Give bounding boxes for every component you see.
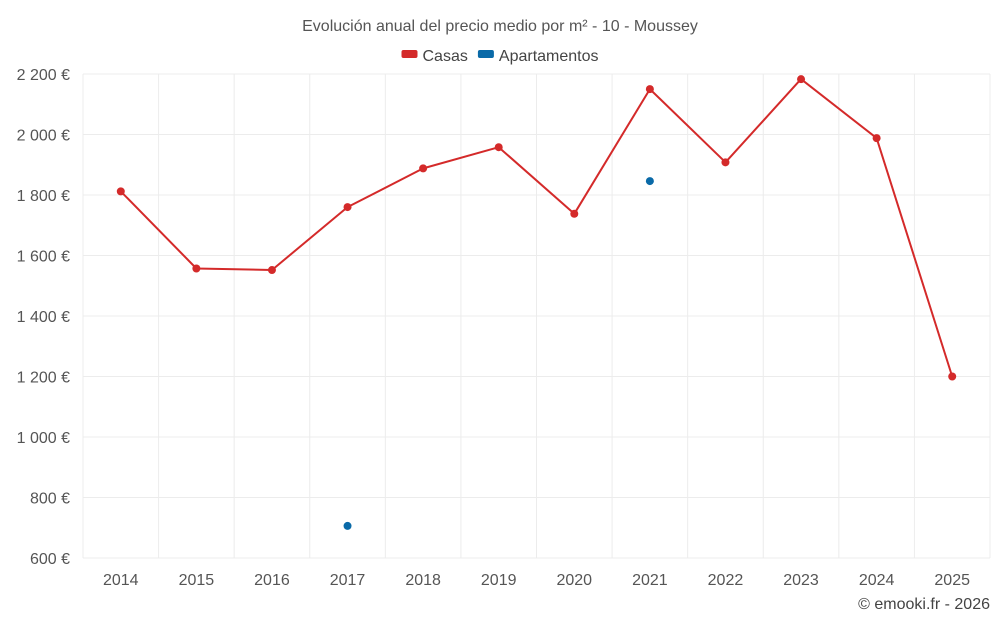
x-tick-label: 2017 [330, 572, 366, 589]
legend: Casas Apartamentos [401, 48, 599, 65]
chart-title: Evolución anual del precio medio por m² … [302, 18, 698, 35]
legend-label: Casas [423, 48, 468, 65]
x-tick-label: 2014 [103, 572, 139, 589]
data-point-casas [267, 266, 276, 275]
data-point-casas [116, 187, 125, 196]
y-tick-label: 1 800 € [17, 188, 70, 205]
series-layer [116, 75, 957, 530]
legend-item-casas: Casas [401, 48, 468, 65]
grid [82, 73, 991, 559]
data-point-casas [570, 209, 579, 218]
data-point-casas [419, 164, 428, 173]
x-tick-label: 2021 [632, 572, 668, 589]
legend-swatch [401, 50, 418, 58]
data-point-casas [343, 203, 352, 212]
legend-swatch [477, 50, 494, 58]
x-tick-label: 2020 [556, 572, 592, 589]
y-tick-label: 1 200 € [17, 370, 70, 387]
y-tick-label: 600 € [30, 551, 70, 568]
x-tick-label: 2022 [708, 572, 744, 589]
x-tick-label: 2015 [179, 572, 215, 589]
x-axis: 2014 2015 2016 2017 2018 2019 2020 2021 2022 2023… [103, 572, 970, 589]
x-tick-label: 2016 [254, 572, 290, 589]
credit: © emooki.fr - 2026 [858, 596, 990, 613]
y-tick-label: 1 600 € [17, 249, 70, 266]
y-tick-label: 1 000 € [17, 430, 70, 447]
y-axis: 600 € 800 € 1 000 € 1 200 € 1 400 € 1 600 € 1 … [17, 67, 70, 568]
data-point-casas [494, 143, 503, 152]
x-tick-label: 2018 [405, 572, 441, 589]
data-point-casas [645, 85, 654, 94]
y-tick-label: 2 000 € [17, 128, 70, 145]
y-tick-label: 1 400 € [17, 309, 70, 326]
y-tick-label: 2 200 € [17, 67, 70, 84]
data-point-casas [721, 158, 730, 167]
x-tick-label: 2024 [859, 572, 895, 589]
legend-item-apartamentos: Apartamentos [477, 48, 599, 65]
x-tick-label: 2025 [934, 572, 970, 589]
x-tick-label: 2019 [481, 572, 517, 589]
series-line-casas [120, 78, 954, 377]
x-tick-label: 2023 [783, 572, 819, 589]
data-point-apartamentos [645, 177, 654, 186]
legend-label: Apartamentos [499, 48, 599, 65]
data-point-casas [948, 372, 957, 381]
data-point-casas [872, 134, 881, 143]
data-point-apartamentos [343, 521, 352, 530]
data-point-casas [192, 264, 201, 273]
y-tick-label: 800 € [30, 491, 70, 508]
data-point-casas [797, 75, 806, 84]
